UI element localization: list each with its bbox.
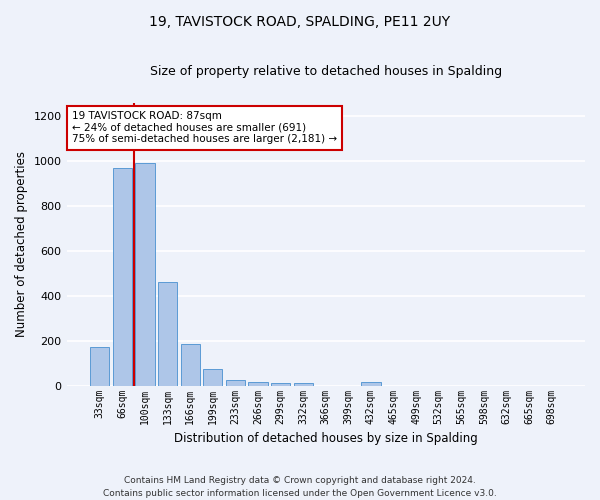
Bar — [293, 384, 313, 386]
Bar — [181, 344, 200, 386]
Text: 19 TAVISTOCK ROAD: 87sqm
← 24% of detached houses are smaller (691)
75% of semi-: 19 TAVISTOCK ROAD: 87sqm ← 24% of detach… — [72, 112, 337, 144]
Bar — [226, 380, 245, 386]
Bar — [90, 348, 109, 386]
Bar — [271, 382, 290, 386]
X-axis label: Distribution of detached houses by size in Spalding: Distribution of detached houses by size … — [174, 432, 478, 445]
Bar — [248, 382, 268, 386]
Text: 19, TAVISTOCK ROAD, SPALDING, PE11 2UY: 19, TAVISTOCK ROAD, SPALDING, PE11 2UY — [149, 15, 451, 29]
Bar — [203, 369, 223, 386]
Bar — [113, 168, 132, 386]
Bar — [361, 382, 380, 386]
Text: Contains HM Land Registry data © Crown copyright and database right 2024.
Contai: Contains HM Land Registry data © Crown c… — [103, 476, 497, 498]
Y-axis label: Number of detached properties: Number of detached properties — [15, 151, 28, 337]
Bar — [158, 282, 177, 386]
Title: Size of property relative to detached houses in Spalding: Size of property relative to detached ho… — [150, 65, 502, 78]
Bar — [136, 164, 155, 386]
